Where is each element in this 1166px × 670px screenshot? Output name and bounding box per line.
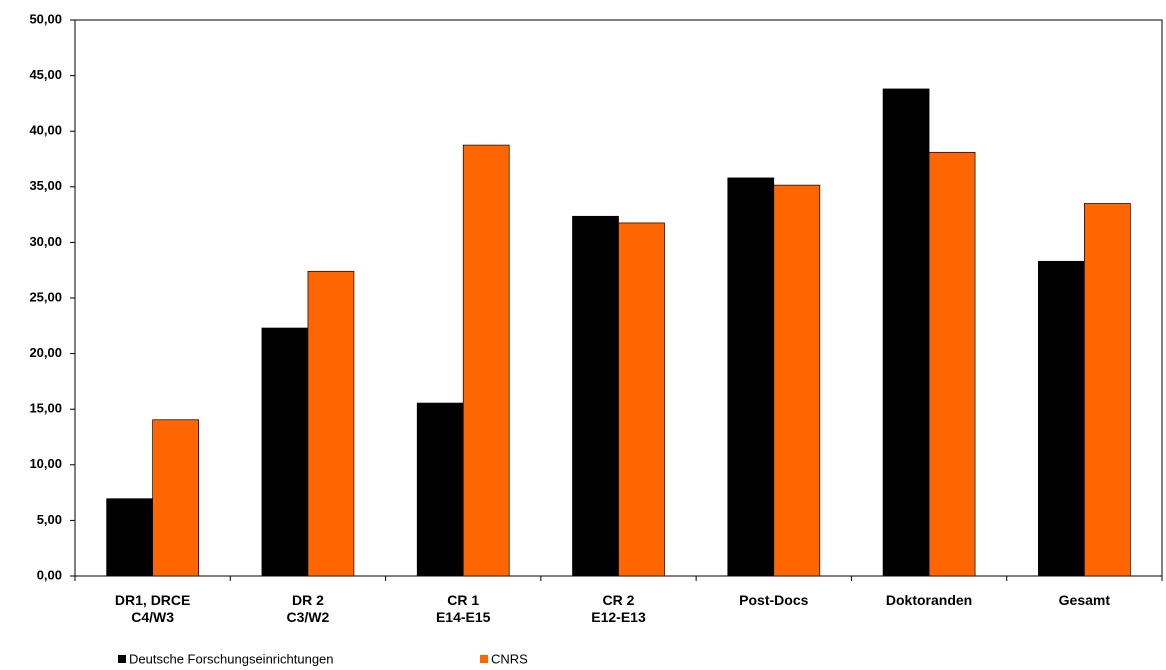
y-tick-label: 25,00 [29,289,62,304]
legend-label: Deutsche Forschungseinrichtungen [129,651,334,666]
bar [152,419,199,577]
x-tick-label: CR 1 E14-E15 [435,592,491,625]
x-tick-label: Doktoranden [885,592,973,608]
bar [882,88,930,577]
bar [773,184,821,577]
y-tick-label: 50,00 [29,11,62,26]
y-tick-label: 5,00 [37,512,62,527]
y-tick-label: 35,00 [29,178,62,193]
legend-swatch [480,655,488,663]
y-tick-label: 45,00 [29,67,62,82]
x-tick-label: DR 2 C3/W2 [286,592,330,625]
legend-swatch [118,655,126,663]
bar [462,144,510,577]
bar [416,402,464,577]
bar [307,270,355,577]
bar [727,177,775,577]
y-tick-label: 30,00 [29,234,62,249]
bar [106,498,153,577]
bar [261,327,309,577]
bar [618,222,665,577]
x-tick-label: DR1, DRCE C4/W3 [114,592,191,625]
bar [1038,260,1085,577]
y-tick-label: 40,00 [29,123,62,138]
legend-label: CNRS [491,651,528,666]
bar [1084,203,1131,577]
y-tick-label: 15,00 [29,401,62,416]
y-tick-label: 0,00 [37,567,62,582]
x-tick-label: Gesamt [1058,592,1111,608]
y-tick-label: 10,00 [29,456,62,471]
y-tick-label: 20,00 [29,345,62,360]
x-tick-label: CR 2 E12-E13 [591,592,646,625]
bar [572,215,619,577]
x-tick-label: Post-Docs [739,592,809,608]
bar [928,151,976,577]
